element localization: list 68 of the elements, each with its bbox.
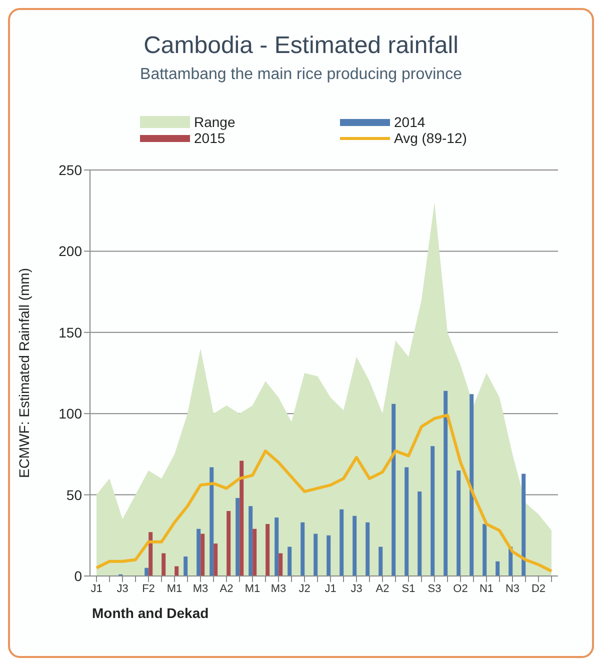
- x-tick-label: M3: [192, 582, 208, 595]
- y-axis-title: ECMWF: Estimated Rainfall (mm): [16, 268, 32, 478]
- bar: [226, 511, 231, 576]
- x-tick-label: S1: [402, 582, 416, 595]
- x-tick-label: J1: [324, 582, 336, 595]
- x-tick-label: A2: [220, 582, 234, 595]
- bar: [404, 467, 409, 576]
- bar: [162, 553, 166, 576]
- bar: [482, 524, 487, 576]
- legend-label: Range: [194, 114, 236, 130]
- bar: [326, 535, 331, 576]
- y-tick-label: 150: [58, 324, 82, 340]
- bar: [392, 404, 396, 576]
- legend-label: 2014: [394, 114, 426, 130]
- x-tick-label: M1: [166, 582, 182, 595]
- x-tick-label: D2: [531, 582, 546, 595]
- legend-label: Avg (89-12): [394, 130, 467, 146]
- bar: [470, 394, 474, 576]
- chart-title: Cambodia - Estimated rainfall: [142, 32, 460, 60]
- bar: [300, 522, 305, 576]
- bar: [278, 553, 283, 576]
- bar: [214, 544, 218, 576]
- bar: [248, 506, 253, 576]
- x-tick-label: M1: [244, 582, 260, 595]
- x-tick-label: A2: [376, 582, 390, 595]
- bar: [378, 546, 383, 576]
- bar: [418, 492, 422, 576]
- bar: [240, 460, 244, 576]
- x-tick-label: J3: [350, 582, 362, 595]
- y-tick-label: 0: [74, 568, 82, 584]
- chart-subtitle: Battambang the main rice producing province: [139, 66, 463, 84]
- y-tick-label: 50: [66, 486, 82, 503]
- bar: [340, 509, 344, 576]
- bar: [236, 498, 240, 576]
- x-tick-label: F2: [142, 582, 155, 595]
- x-tick-label: N3: [505, 582, 520, 595]
- bar: [274, 518, 279, 576]
- y-tick-label: 250: [58, 162, 82, 178]
- y-tick-label: 200: [58, 243, 82, 260]
- bar: [148, 532, 153, 576]
- bar: [174, 566, 179, 576]
- bar: [352, 516, 357, 576]
- bar: [266, 524, 270, 576]
- bar: [456, 470, 461, 576]
- bar: [366, 522, 370, 576]
- line-series: [95, 414, 553, 573]
- x-tick-label: J3: [116, 582, 128, 595]
- bar: [314, 534, 318, 576]
- bar: [200, 534, 205, 576]
- bar: [184, 556, 188, 576]
- x-tick-label: O2: [453, 582, 468, 595]
- x-tick-label: S3: [428, 582, 442, 595]
- x-axis-title: Month and Dekad: [92, 605, 209, 621]
- x-tick-label: J1: [90, 582, 102, 595]
- bar: [496, 561, 500, 576]
- bar: [144, 568, 149, 576]
- x-tick-label: N1: [479, 582, 494, 595]
- x-tick-label: M3: [270, 582, 286, 595]
- x-tick-label: J2: [298, 582, 310, 595]
- bar: [444, 390, 448, 576]
- bar: [196, 528, 201, 576]
- y-tick-label: 100: [58, 406, 82, 422]
- bar: [288, 546, 292, 576]
- bar: [252, 528, 257, 576]
- bar: [522, 474, 526, 576]
- bar: [210, 467, 214, 576]
- legend-label: 2015: [194, 130, 226, 146]
- bar: [430, 446, 435, 576]
